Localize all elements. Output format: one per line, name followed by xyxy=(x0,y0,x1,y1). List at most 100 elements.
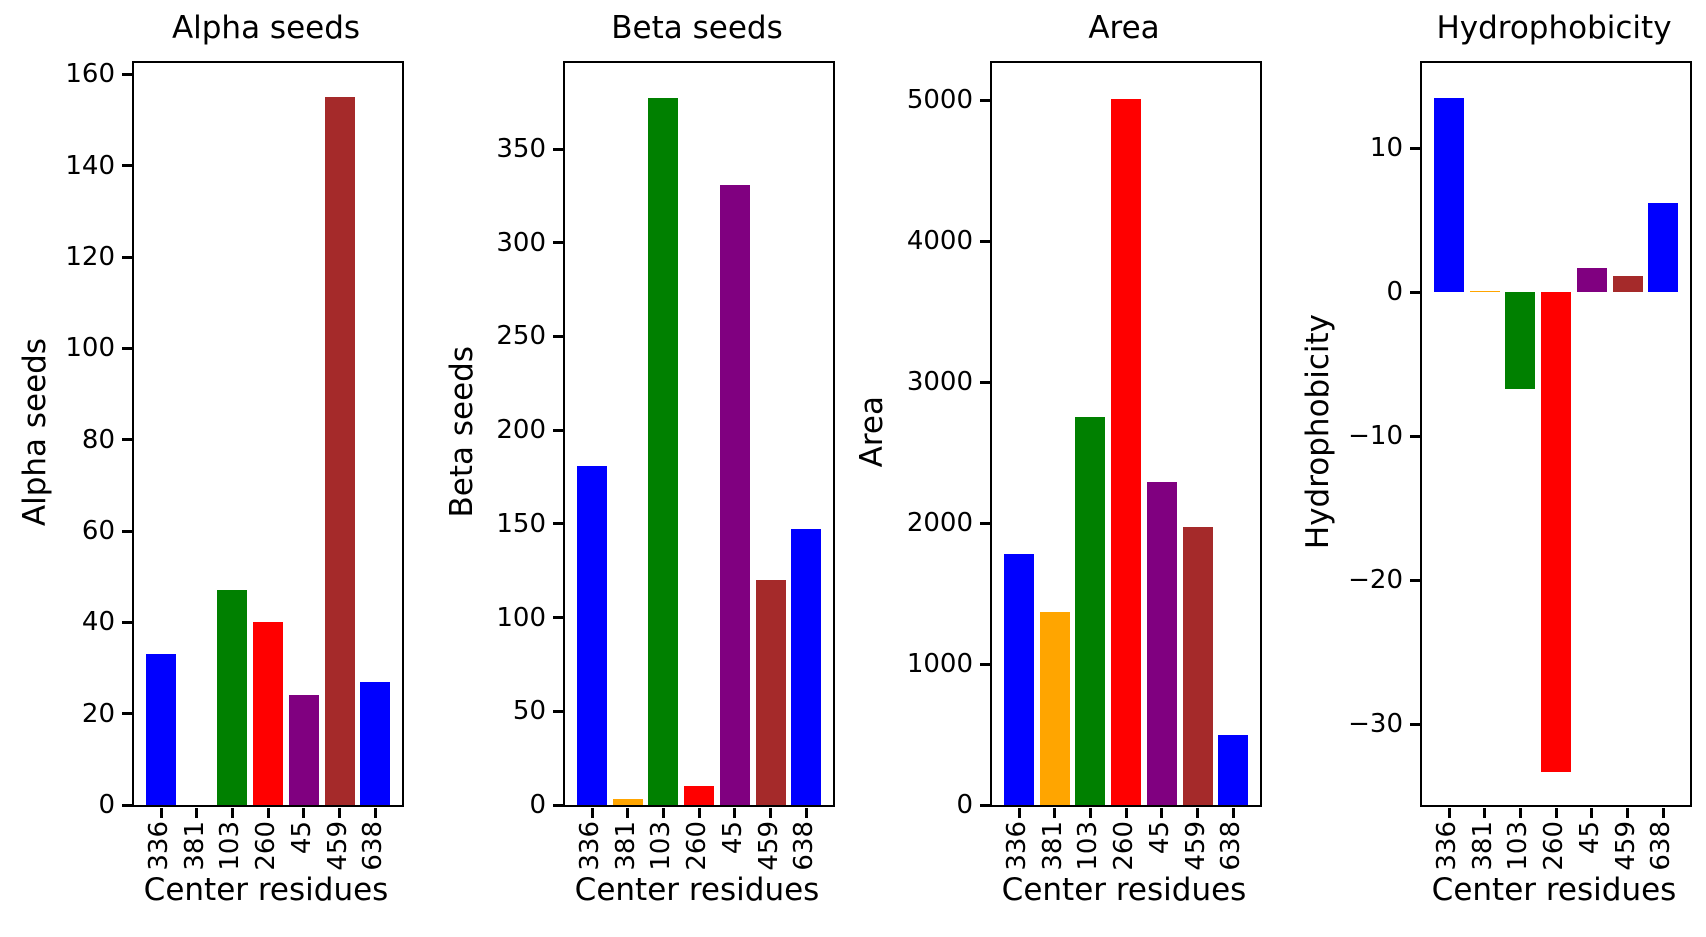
bar-103 xyxy=(1075,417,1106,805)
x-tick-mark xyxy=(1017,807,1021,818)
x-tick-mark xyxy=(733,807,737,818)
y-tick-mark xyxy=(552,147,563,151)
y-tick-label: 0 xyxy=(956,790,973,820)
y-tick-label: 250 xyxy=(496,321,546,352)
x-tick-label: 260 xyxy=(251,821,282,871)
chart-title: Beta seeds xyxy=(611,10,783,46)
bar-638 xyxy=(360,681,391,805)
plot-area: 0 1000 2000 3000 4000 5000 336 381 103 260 45 459 63… xyxy=(907,61,1262,871)
y-tick-mark xyxy=(1409,146,1420,150)
bar-103 xyxy=(648,98,679,805)
chart-title: Area xyxy=(1088,10,1160,46)
y-tick-mark xyxy=(121,438,132,442)
y-tick-label: 300 xyxy=(496,227,546,258)
x-tick-mark xyxy=(1554,807,1558,818)
bar-336 xyxy=(577,465,607,805)
x-tick-mark xyxy=(1590,807,1594,818)
y-tick-label: 100 xyxy=(496,602,546,633)
x-tick-label: 260 xyxy=(682,821,713,871)
bar-459 xyxy=(755,580,786,805)
y-tick-mark xyxy=(552,522,563,526)
x-tick-label: 459 xyxy=(1610,821,1641,871)
x-tick-label: 336 xyxy=(1432,821,1462,871)
y-tick-label: 0 xyxy=(1386,277,1403,308)
y-tick-mark xyxy=(979,239,990,243)
y-tick-label: 160 xyxy=(65,59,115,90)
y-tick-label: 4000 xyxy=(906,226,973,257)
bar-638 xyxy=(1648,202,1679,293)
x-tick-label: 45 xyxy=(1144,821,1175,855)
y-tick-mark xyxy=(552,803,563,807)
bar-260 xyxy=(253,622,284,805)
y-tick-label: 60 xyxy=(81,516,115,547)
x-tick-mark xyxy=(1196,807,1199,818)
y-tick-mark xyxy=(552,616,563,620)
y-tick-label: 140 xyxy=(65,150,115,181)
bar-45 xyxy=(1146,482,1177,805)
x-tick-mark xyxy=(1483,807,1487,818)
y-tick-mark xyxy=(121,529,132,533)
y-tick-label: 80 xyxy=(81,424,115,455)
x-tick-mark xyxy=(159,807,163,818)
x-tick-mark xyxy=(195,807,199,818)
y-tick-label: −10 xyxy=(1348,421,1403,452)
y-tick-mark xyxy=(552,334,563,338)
y-tick-label: 350 xyxy=(496,134,546,165)
y-tick-mark xyxy=(552,241,563,245)
x-axis-label: Center residues xyxy=(1431,872,1677,908)
y-tick-label: 5000 xyxy=(906,85,973,116)
bar-45 xyxy=(719,184,750,805)
x-tick-label: 459 xyxy=(322,821,353,871)
bar-336 xyxy=(1004,554,1034,805)
x-tick-mark xyxy=(1661,807,1665,818)
y-tick-mark xyxy=(121,803,132,807)
x-tick-label: 103 xyxy=(1073,821,1104,871)
y-tick-mark xyxy=(1409,434,1420,438)
x-tick-label: 336 xyxy=(575,821,605,871)
y-tick-mark xyxy=(121,72,132,76)
y-tick-label: −30 xyxy=(1348,709,1403,740)
y-tick-mark xyxy=(979,380,990,384)
y-tick-label: 40 xyxy=(81,607,115,638)
x-tick-mark xyxy=(1088,807,1092,818)
x-tick-mark xyxy=(338,807,341,818)
x-tick-mark xyxy=(590,807,594,818)
y-tick-mark xyxy=(1409,578,1420,582)
x-axis-label: Center residues xyxy=(143,872,389,908)
y-tick-label: 1000 xyxy=(906,649,973,680)
x-tick-label: 45 xyxy=(717,821,748,855)
y-tick-label: −20 xyxy=(1348,565,1403,596)
y-axis-label: Alpha seeds xyxy=(17,337,53,527)
bar-459 xyxy=(1612,276,1643,293)
bar-638 xyxy=(791,529,822,805)
x-tick-label: 638 xyxy=(1646,821,1677,871)
x-tick-label: 103 xyxy=(1503,821,1534,871)
x-tick-label: 381 xyxy=(179,821,210,871)
x-tick-label: 381 xyxy=(1467,821,1498,871)
bar-260 xyxy=(684,786,715,805)
y-tick-label: 0 xyxy=(529,790,546,820)
x-tick-mark xyxy=(661,807,665,818)
x-tick-label: 638 xyxy=(358,821,389,871)
x-tick-mark xyxy=(373,807,377,818)
x-tick-label: 638 xyxy=(789,821,820,871)
x-tick-mark xyxy=(230,807,234,818)
x-axis-label: Center residues xyxy=(574,872,820,908)
y-tick-mark xyxy=(552,709,563,713)
x-tick-mark xyxy=(1124,807,1128,818)
x-tick-label: 381 xyxy=(610,821,641,871)
chart-title: Hydrophobicity xyxy=(1436,10,1672,46)
x-tick-mark xyxy=(1447,807,1451,818)
y-tick-mark xyxy=(1409,722,1420,726)
x-tick-mark xyxy=(1518,807,1522,818)
x-axis-label: Center residues xyxy=(1001,872,1247,908)
bar-336 xyxy=(1434,97,1464,293)
y-tick-label: 10 xyxy=(1369,133,1403,163)
x-tick-mark xyxy=(804,807,808,818)
bar-260 xyxy=(1541,292,1572,772)
plot-area: 0 50 100 150 200 250 300 350 336 381 103 260 45 459 63… xyxy=(496,61,835,871)
x-tick-label: 459 xyxy=(1180,821,1211,871)
bar-459 xyxy=(1182,527,1213,805)
chart-title: Alpha seeds xyxy=(171,10,361,46)
bar-638 xyxy=(1218,734,1249,805)
